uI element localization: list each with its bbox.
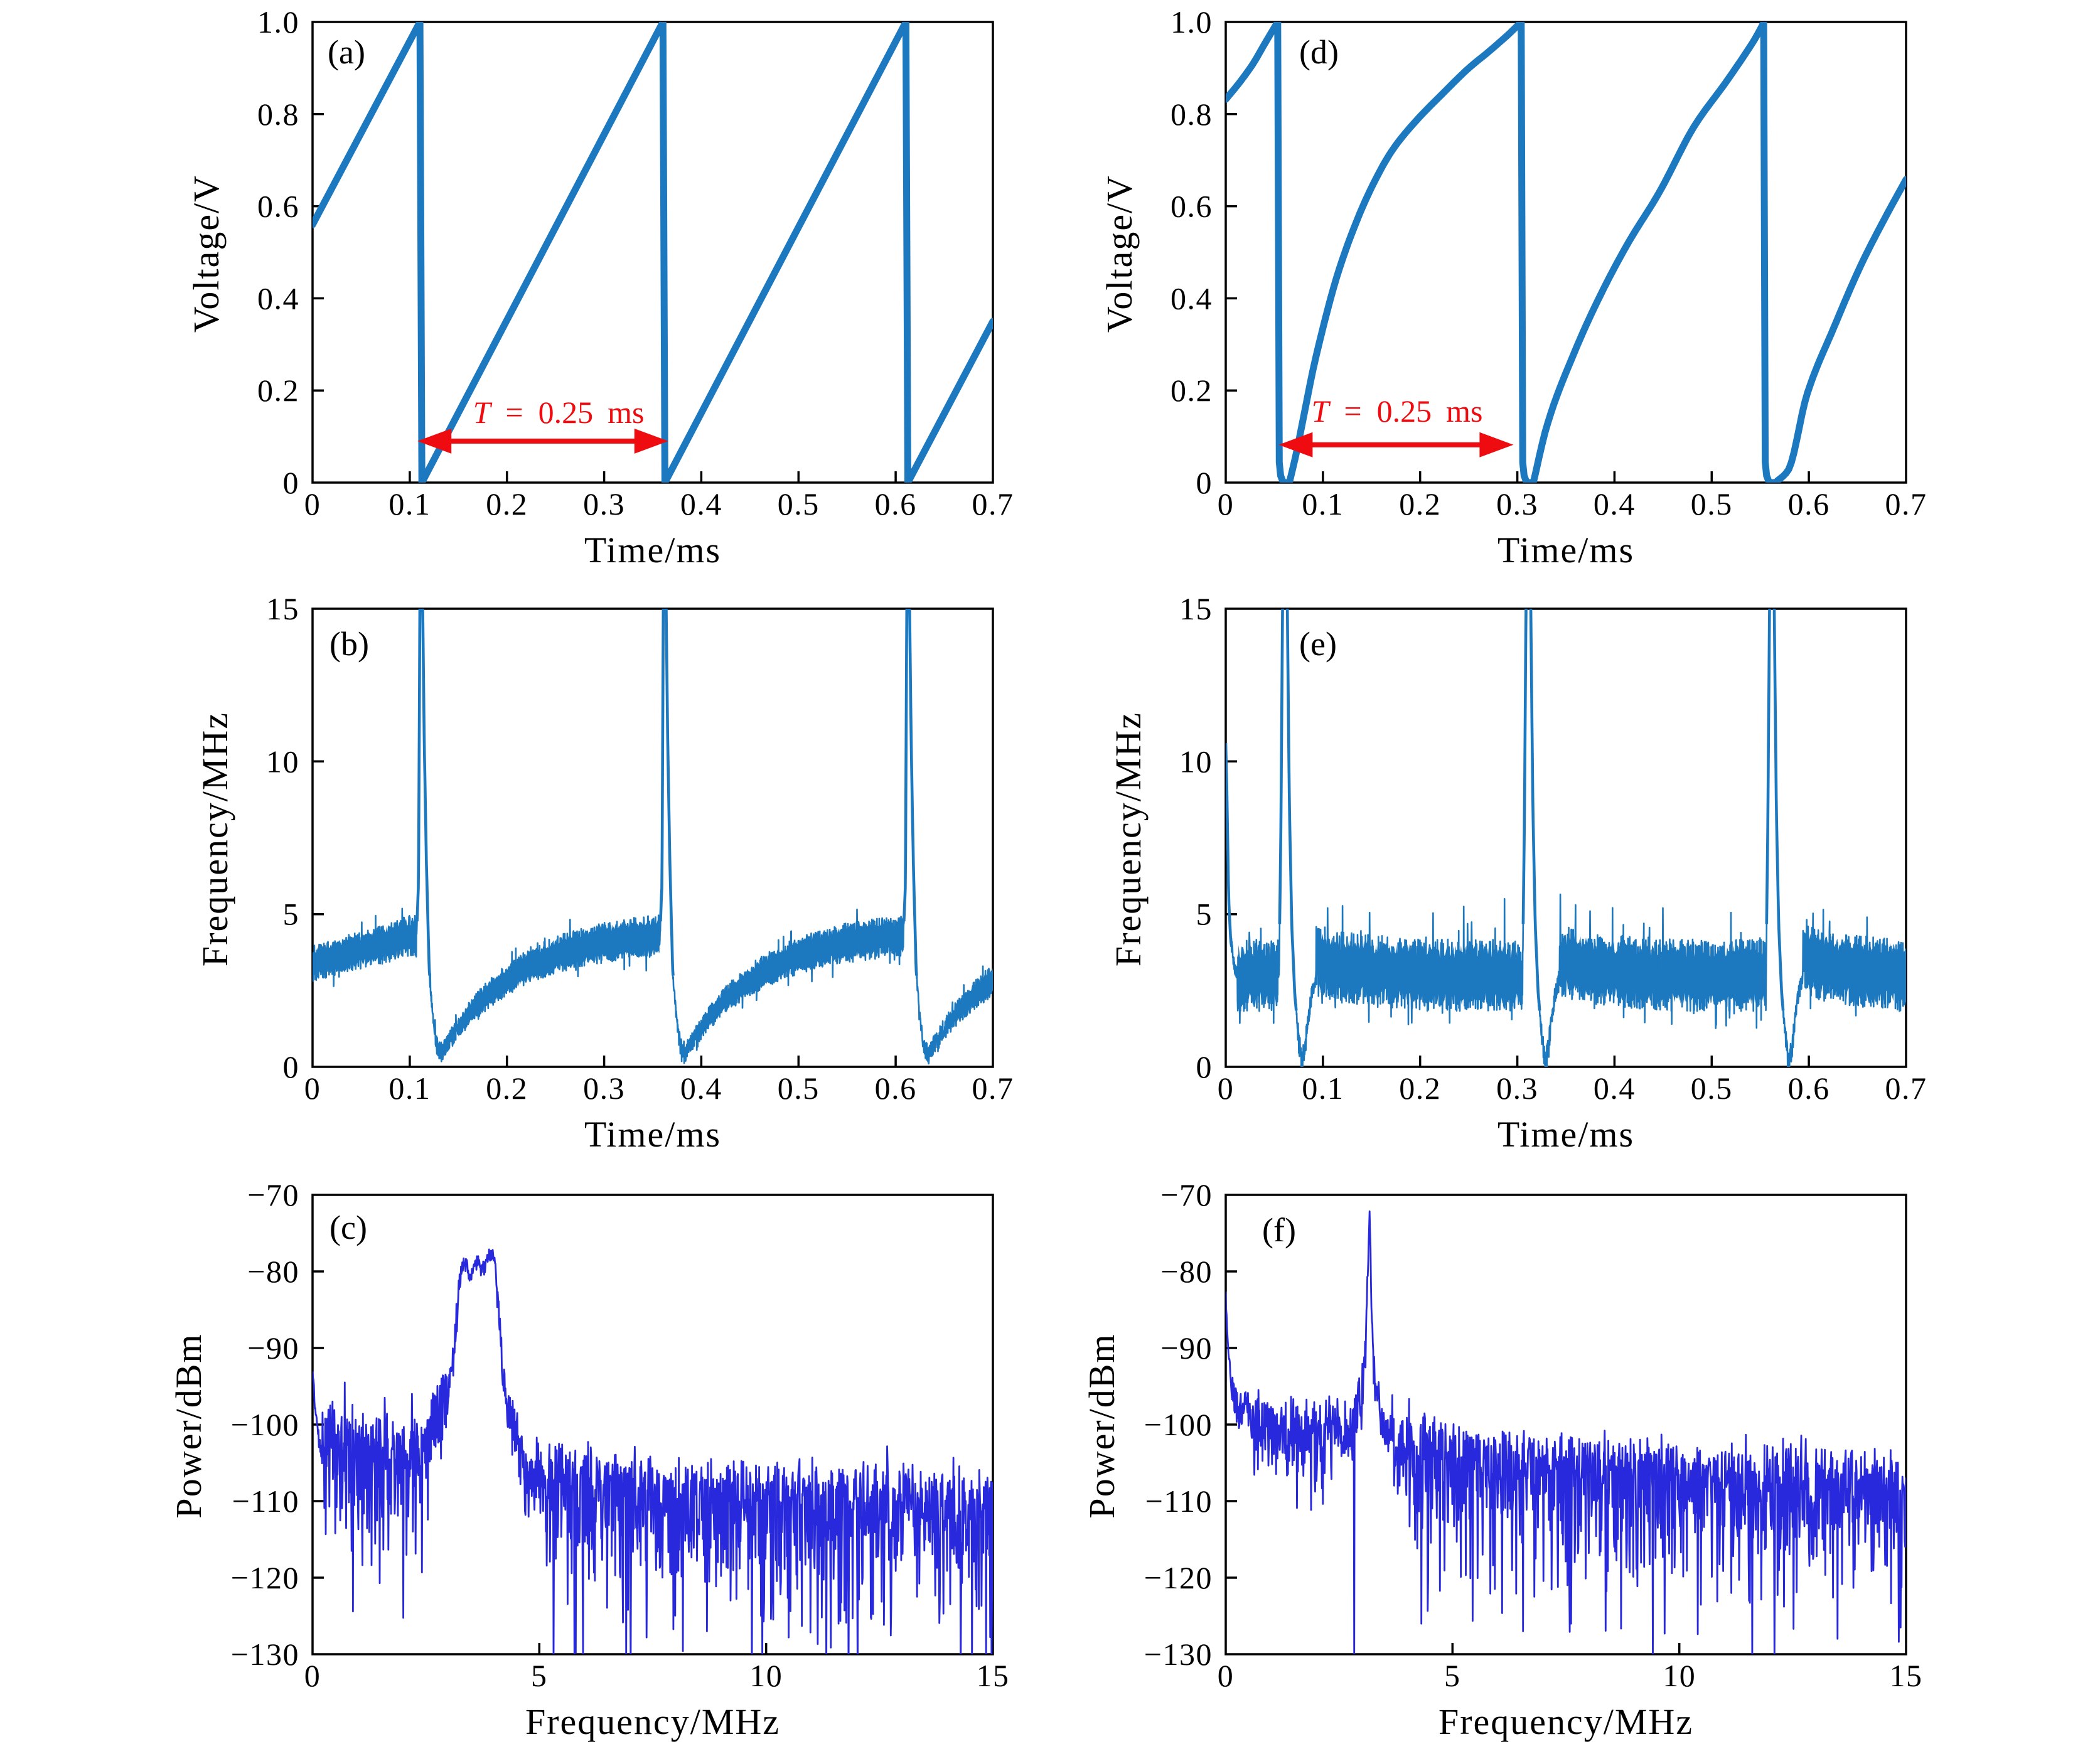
svg-text:0: 0 — [1218, 1071, 1235, 1106]
svg-text:0: 0 — [1218, 1658, 1235, 1693]
svg-text:Time/ms: Time/ms — [1497, 1114, 1634, 1155]
svg-text:−130: −130 — [231, 1637, 299, 1672]
svg-text:0.1: 0.1 — [388, 1071, 431, 1106]
svg-text:−100: −100 — [231, 1407, 299, 1442]
svg-text:−110: −110 — [232, 1484, 299, 1519]
svg-text:0: 0 — [1196, 1049, 1213, 1084]
svg-text:Frequency/MHz: Frequency/MHz — [1438, 1701, 1693, 1742]
svg-text:(b): (b) — [329, 625, 369, 663]
svg-text:10: 10 — [749, 1658, 783, 1693]
svg-text:0.4: 0.4 — [1594, 486, 1636, 521]
svg-text:Frequency/MHz: Frequency/MHz — [525, 1701, 780, 1742]
svg-text:0.6: 0.6 — [1788, 1071, 1830, 1106]
svg-text:0.4: 0.4 — [680, 1071, 722, 1106]
svg-text:0.2: 0.2 — [486, 1071, 528, 1106]
svg-text:0.1: 0.1 — [388, 486, 431, 521]
svg-text:Time/ms: Time/ms — [584, 1114, 721, 1155]
svg-text:0.2: 0.2 — [257, 373, 299, 408]
svg-text:Voltage/V: Voltage/V — [1099, 174, 1140, 333]
svg-text:5: 5 — [531, 1658, 548, 1693]
svg-text:0: 0 — [304, 1071, 321, 1106]
svg-text:0.4: 0.4 — [1171, 281, 1213, 316]
svg-text:0.2: 0.2 — [486, 486, 528, 521]
svg-text:Frequency/MHz: Frequency/MHz — [1108, 712, 1149, 966]
svg-text:0.1: 0.1 — [1302, 486, 1344, 521]
svg-text:(d): (d) — [1299, 33, 1339, 71]
svg-text:−90: −90 — [247, 1330, 299, 1366]
svg-text:0.7: 0.7 — [972, 486, 1014, 521]
svg-text:0.7: 0.7 — [1885, 486, 1927, 521]
svg-text:5: 5 — [283, 897, 300, 932]
svg-text:1.0: 1.0 — [1171, 4, 1213, 40]
svg-text:Power/dBm: Power/dBm — [1081, 1333, 1122, 1518]
svg-text:Power/dBm: Power/dBm — [168, 1333, 209, 1518]
svg-text:0.6: 0.6 — [875, 1071, 917, 1106]
svg-text:(e): (e) — [1299, 625, 1337, 663]
svg-text:0.7: 0.7 — [972, 1071, 1014, 1106]
svg-text:−70: −70 — [1160, 1177, 1213, 1212]
svg-text:1.0: 1.0 — [257, 4, 299, 40]
svg-text:0.6: 0.6 — [257, 189, 299, 224]
svg-text:−80: −80 — [1160, 1254, 1213, 1289]
svg-text:0.5: 0.5 — [1691, 1071, 1733, 1106]
svg-text:10: 10 — [1179, 744, 1213, 779]
svg-text:(c): (c) — [329, 1209, 367, 1246]
svg-text:0.6: 0.6 — [1788, 486, 1830, 521]
svg-text:15: 15 — [977, 1658, 1010, 1693]
svg-text:10: 10 — [266, 744, 299, 779]
svg-text:0: 0 — [1196, 465, 1213, 500]
svg-text:Time/ms: Time/ms — [584, 530, 721, 570]
svg-text:0.4: 0.4 — [1594, 1071, 1636, 1106]
svg-text:0: 0 — [304, 1658, 321, 1693]
svg-text:−100: −100 — [1144, 1407, 1213, 1442]
svg-text:Frequency/MHz: Frequency/MHz — [195, 712, 235, 966]
svg-text:0.5: 0.5 — [778, 486, 820, 521]
svg-text:−80: −80 — [247, 1254, 299, 1289]
svg-text:Voltage/V: Voltage/V — [186, 174, 227, 333]
svg-text:−70: −70 — [247, 1177, 299, 1212]
svg-text:15: 15 — [1890, 1658, 1923, 1693]
svg-text:0: 0 — [304, 486, 321, 521]
svg-text:0.3: 0.3 — [1496, 1071, 1538, 1106]
svg-text:0.4: 0.4 — [257, 281, 299, 316]
svg-text:0.3: 0.3 — [583, 486, 625, 521]
svg-text:5: 5 — [1444, 1658, 1461, 1693]
svg-text:0.2: 0.2 — [1399, 486, 1441, 521]
svg-text:0: 0 — [283, 465, 300, 500]
svg-text:0: 0 — [1218, 486, 1235, 521]
svg-text:0.2: 0.2 — [1399, 1071, 1441, 1106]
svg-text:−110: −110 — [1145, 1484, 1213, 1519]
svg-text:0.4: 0.4 — [680, 486, 722, 521]
svg-text:10: 10 — [1663, 1658, 1696, 1693]
svg-text:5: 5 — [1196, 897, 1213, 932]
svg-text:0.5: 0.5 — [778, 1071, 820, 1106]
svg-text:(f): (f) — [1262, 1211, 1296, 1249]
svg-text:−120: −120 — [231, 1560, 299, 1595]
svg-text:0.3: 0.3 — [583, 1071, 625, 1106]
svg-text:0.8: 0.8 — [257, 97, 299, 132]
svg-text:−90: −90 — [1160, 1330, 1213, 1366]
svg-text:0: 0 — [283, 1049, 300, 1084]
svg-text:0.5: 0.5 — [1691, 486, 1733, 521]
svg-text:0.6: 0.6 — [875, 486, 917, 521]
svg-text:Time/ms: Time/ms — [1497, 530, 1634, 570]
svg-text:(a): (a) — [328, 33, 365, 71]
svg-text:0.6: 0.6 — [1171, 189, 1213, 224]
svg-text:−120: −120 — [1144, 1560, 1213, 1595]
svg-text:15: 15 — [266, 591, 299, 626]
svg-text:0.3: 0.3 — [1496, 486, 1538, 521]
svg-text:0.8: 0.8 — [1171, 97, 1213, 132]
svg-text:0.2: 0.2 — [1171, 373, 1213, 408]
svg-text:0.1: 0.1 — [1302, 1071, 1344, 1106]
svg-text:0.7: 0.7 — [1885, 1071, 1927, 1106]
svg-text:15: 15 — [1179, 591, 1213, 626]
svg-text:−130: −130 — [1144, 1637, 1213, 1672]
